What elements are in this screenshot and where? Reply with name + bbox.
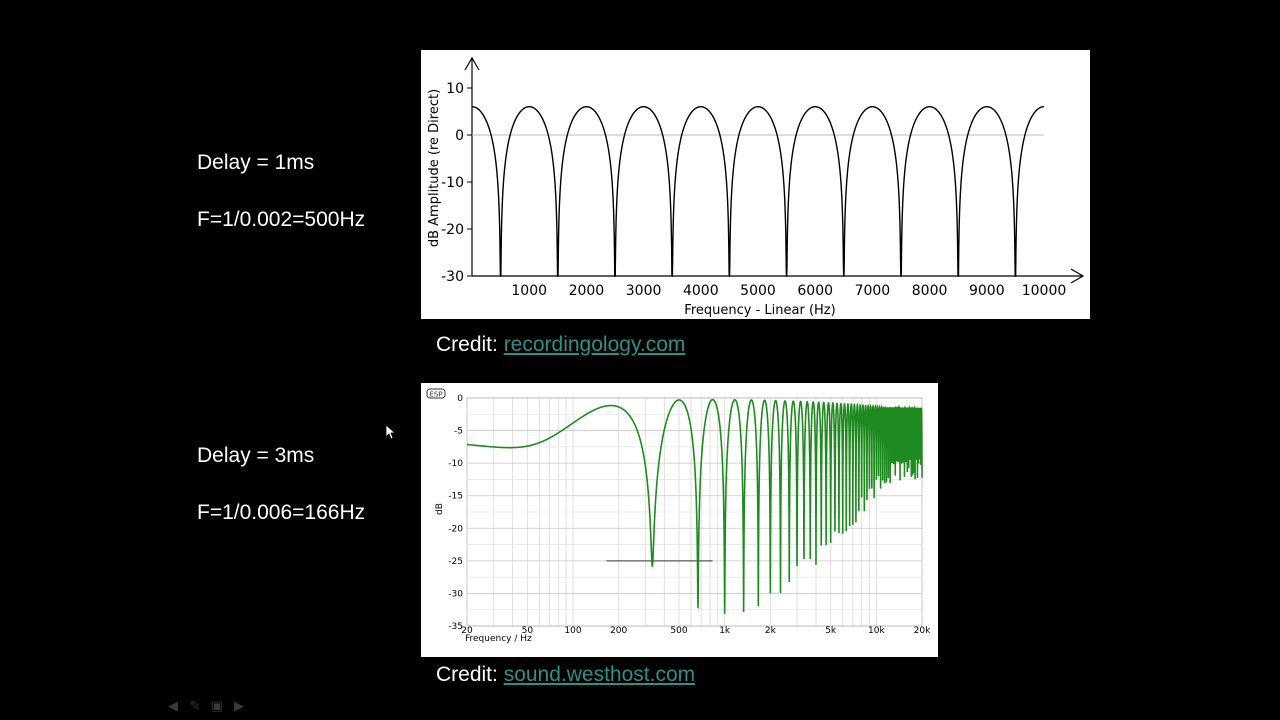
x-tick-label: 500 bbox=[670, 626, 687, 636]
x-tick-label: 9000 bbox=[969, 283, 1005, 299]
svg-text:ESP: ESP bbox=[429, 391, 442, 399]
x-tick-label: 100 bbox=[564, 626, 581, 636]
y-tick-label: -30 bbox=[448, 589, 463, 599]
esp-logo: ESP bbox=[426, 388, 446, 399]
mouse-cursor-icon bbox=[385, 424, 395, 440]
pen-icon[interactable]: ✎ bbox=[189, 698, 201, 714]
x-tick-label: 20k bbox=[914, 626, 931, 636]
x-tick-label: 10k bbox=[868, 626, 885, 636]
y-tick-label: -30 bbox=[441, 269, 464, 285]
formula-500hz-label: F=1/0.002=500Hz bbox=[197, 208, 366, 231]
credit-1-link[interactable]: recordingology.com bbox=[503, 333, 686, 356]
y-tick-label: 10 bbox=[446, 81, 464, 97]
y-axis-label: dB bbox=[435, 503, 445, 515]
y-tick-label: -5 bbox=[454, 427, 463, 437]
x-tick-label: 5000 bbox=[740, 283, 776, 299]
x-tick-label: 5k bbox=[825, 626, 837, 636]
comb-filter-log-chart: ESP 0 -5 -10 -15 -20 -25 -30 -35 20 50 100 200 500 1… bbox=[426, 388, 931, 644]
y-tick-label: -10 bbox=[448, 459, 463, 469]
y-axis-arrow bbox=[464, 56, 480, 71]
x-tick-label: 20 bbox=[461, 626, 473, 636]
x-tick-label: 200 bbox=[610, 626, 627, 636]
credit-2-prefix: Credit: bbox=[436, 663, 504, 686]
x-tick-label: 4000 bbox=[683, 283, 719, 299]
y-tick-label: -20 bbox=[448, 524, 463, 534]
comb-filter-linear-chart-panel: 10 0 -10 -20 -30 1000 2000 3000 4000 5000 6000 700… bbox=[421, 50, 1090, 319]
x-tick-label: 1000 bbox=[511, 283, 547, 299]
comb-filter-curve-log bbox=[466, 398, 923, 614]
y-tick-label: -15 bbox=[448, 492, 463, 502]
back-arrow-icon[interactable]: ◀ bbox=[168, 698, 178, 714]
comb-filter-log-chart-panel: ESP 0 -5 -10 -15 -20 -25 -30 -35 20 50 100 200 500 1… bbox=[421, 383, 938, 657]
y-tick-label: -25 bbox=[448, 557, 463, 567]
x-tick-label: 50 bbox=[522, 626, 534, 636]
x-axis-label: Frequency / Hz bbox=[465, 634, 532, 644]
x-tick-label: 10000 bbox=[1022, 283, 1067, 299]
credit-1: Credit: recordingology.com bbox=[436, 333, 685, 357]
y-tick-label: -10 bbox=[441, 175, 464, 191]
y-tick-label: 0 bbox=[455, 128, 464, 144]
x-tick-label: 6000 bbox=[797, 283, 833, 299]
y-tick-label: -35 bbox=[448, 622, 463, 632]
y-axis-label: dB Amplitude (re Direct) bbox=[427, 89, 442, 247]
comb-filter-curve bbox=[472, 105, 1045, 277]
credit-2-link[interactable]: sound.westhost.com bbox=[503, 663, 696, 686]
credit-2: Credit: sound.westhost.com bbox=[436, 663, 695, 687]
x-tick-label: 2k bbox=[765, 626, 777, 636]
x-axis-arrow bbox=[1070, 268, 1085, 284]
slide-navigation: ◀ ✎ ▣ ▶ bbox=[165, 698, 247, 714]
x-tick-label: 7000 bbox=[855, 283, 891, 299]
x-tick-label: 3000 bbox=[626, 283, 662, 299]
x-tick-label: 2000 bbox=[569, 283, 605, 299]
y-tick-label: 0 bbox=[457, 394, 463, 404]
delay-1ms-label: Delay = 1ms bbox=[197, 151, 315, 174]
x-axis-label: Frequency - Linear (Hz) bbox=[684, 303, 835, 318]
x-tick-label: 8000 bbox=[912, 283, 948, 299]
x-tick-label: 1k bbox=[719, 626, 731, 636]
forward-arrow-icon[interactable]: ▶ bbox=[234, 698, 244, 714]
y-tick-label: -20 bbox=[441, 222, 464, 238]
credit-1-prefix: Credit: bbox=[436, 333, 504, 356]
formula-166hz-label: F=1/0.006=166Hz bbox=[197, 501, 366, 524]
delay-3ms-label: Delay = 3ms bbox=[197, 444, 315, 467]
slides-icon[interactable]: ▣ bbox=[210, 698, 224, 714]
comb-filter-linear-chart: 10 0 -10 -20 -30 1000 2000 3000 4000 5000 6000 700… bbox=[427, 56, 1085, 318]
